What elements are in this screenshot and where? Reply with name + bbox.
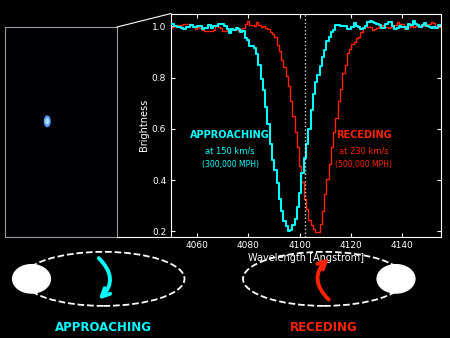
Text: at 230 km/s: at 230 km/s — [339, 146, 389, 155]
Text: (300,000 MPH): (300,000 MPH) — [202, 160, 259, 169]
Circle shape — [377, 265, 415, 293]
Text: RECEDING: RECEDING — [290, 321, 358, 334]
X-axis label: Wavelength [Angstrom]: Wavelength [Angstrom] — [248, 253, 364, 263]
Text: at 150 km/s: at 150 km/s — [205, 146, 255, 155]
Circle shape — [45, 116, 50, 126]
Text: RECEDING: RECEDING — [336, 130, 392, 140]
Text: (500,000 MPH): (500,000 MPH) — [335, 160, 392, 169]
Y-axis label: Brightness: Brightness — [139, 99, 149, 151]
Circle shape — [13, 265, 50, 293]
Text: APPROACHING: APPROACHING — [55, 321, 152, 334]
Text: APPROACHING: APPROACHING — [190, 130, 270, 140]
Circle shape — [46, 119, 49, 124]
